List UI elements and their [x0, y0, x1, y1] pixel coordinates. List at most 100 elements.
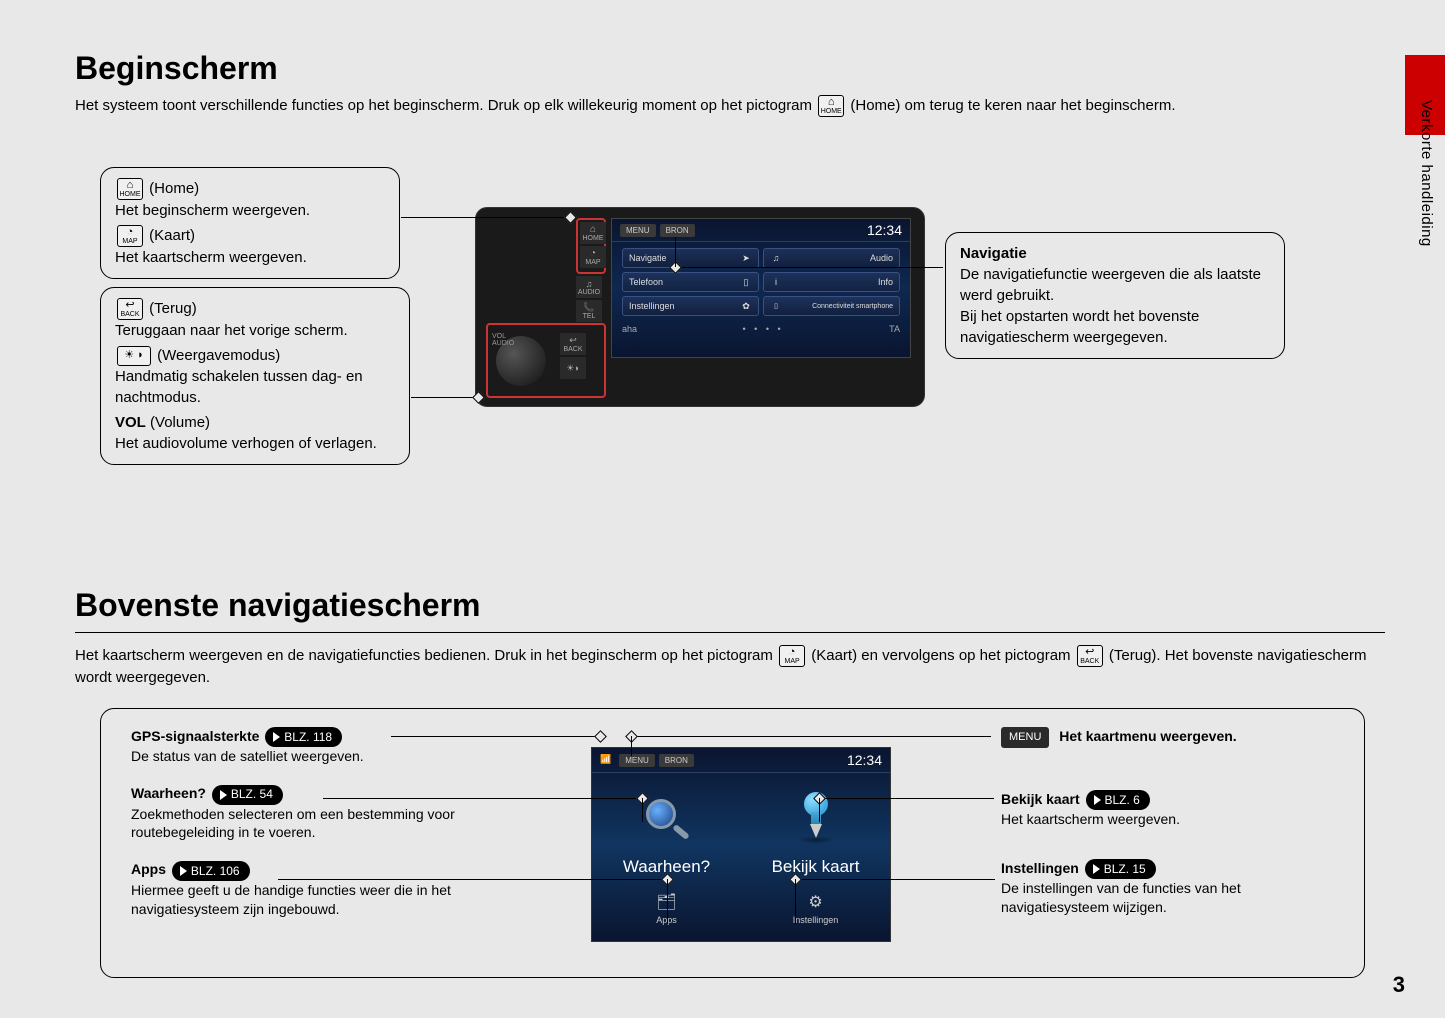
callout-nav-line1: De navigatiefunctie weergeven die als la…	[960, 264, 1270, 306]
home-icon: ⌂ HOME	[818, 95, 844, 117]
back-label: (Terug)	[149, 300, 197, 317]
menu-badge: MENU	[1001, 727, 1049, 748]
display-label: (Weergavemodus)	[157, 347, 280, 364]
device-screen: MENU BRON 12:34 Navigatie➤ ♫Audio Telefo…	[611, 218, 911, 358]
page-ref-pill: BLZ. 118	[265, 727, 342, 747]
home-label: (Home)	[149, 180, 199, 197]
section2-title: Bovenste navigatiescherm	[75, 587, 1385, 624]
map-desc: Het kaartscherm weergeven.	[115, 247, 385, 268]
callout-menu-badge: MENU Het kaartmenu weergeven.	[1001, 727, 1341, 748]
display-desc: Handmatig schakelen tussen dag- en nacht…	[115, 366, 395, 408]
leader-line	[795, 879, 796, 924]
home-desc: Het beginscherm weergeven.	[115, 200, 385, 221]
device-back-button[interactable]: ↩BACK	[560, 333, 586, 355]
device-home-button[interactable]: ⌂HOME	[580, 222, 606, 244]
back-icon: ↩ BACK	[117, 298, 143, 320]
section1-title: Beginscherm	[75, 50, 1385, 87]
display-mode-icon: ☀ ◗	[117, 346, 151, 366]
sub-tile-instellingen[interactable]: ⚙ Instellingen	[776, 891, 856, 925]
page-dots: • • • •	[743, 324, 784, 334]
vol-desc: Het audiovolume verhogen of verlagen.	[115, 433, 395, 454]
screen-clock: 12:34	[867, 222, 902, 238]
intro-text-1: Het systeem toont verschillende functies…	[75, 97, 816, 114]
vol-label: VOLAUDIO	[492, 333, 514, 347]
back-display-stack: ↩BACK ☀◗	[560, 333, 600, 381]
leader-line	[819, 798, 820, 822]
nav-clock: 12:34	[847, 752, 882, 768]
signal-icon: 📶	[600, 754, 611, 767]
leader-line	[675, 237, 676, 267]
menu-item-connectiviteit[interactable]: ▯Connectiviteit smartphone	[763, 296, 900, 316]
callout-bekijk-kaart: Bekijk kaart BLZ. 6 Het kaartscherm weer…	[1001, 790, 1341, 829]
leader-line	[795, 879, 995, 880]
leader-line	[642, 798, 643, 822]
back-icon: ↩ BACK	[1077, 645, 1103, 667]
leader-line	[278, 879, 668, 880]
callout-gps: GPS-signaalsterkte BLZ. 118 De status va…	[131, 727, 531, 766]
page-ref-pill: BLZ. 106	[172, 861, 250, 881]
screen-header: MENU BRON 12:34	[612, 219, 910, 242]
leader-line	[819, 798, 994, 799]
callout-instellingen: Instellingen BLZ. 15 De instellingen van…	[1001, 859, 1341, 917]
nav-screen-header: 📶 MENU BRON 12:34	[592, 748, 890, 773]
menu-item-audio[interactable]: ♫Audio	[763, 248, 900, 268]
leader-line	[631, 736, 991, 737]
section2-intro: Het kaartscherm weergeven en de navigati…	[75, 645, 1385, 688]
infotainment-device: ⌂HOME ◔MAP ♫AUDIO 📞TEL VOLAUDIO ↩BACK ☀◗	[475, 207, 925, 407]
leader-line	[631, 736, 632, 756]
vol-label: (Volume)	[150, 414, 210, 431]
leader-line	[675, 267, 943, 268]
leader-line	[401, 217, 571, 218]
nav-menu-button[interactable]: MENU	[619, 754, 655, 767]
map-icon: ◔ MAP	[117, 225, 143, 247]
vol-back-group: VOLAUDIO ↩BACK ☀◗	[486, 323, 606, 398]
menu-item-info[interactable]: iInfo	[763, 272, 900, 292]
tile-waarheen[interactable]: Waarheen?	[602, 789, 732, 877]
intro-text-2: (Home) om terug te keren naar het begins…	[850, 97, 1175, 114]
callout-nav-title: Navigatie	[960, 245, 1027, 262]
nav-sub-tiles: 🗂 Apps ⚙ Instellingen	[592, 891, 890, 925]
audio-tel-group: ♫AUDIO 📞TEL	[576, 276, 606, 324]
home-menu-grid: Navigatie➤ ♫Audio Telefoon▯ iInfo Instel…	[612, 242, 910, 322]
page-ref-pill: BLZ. 15	[1085, 859, 1156, 879]
nav-figure-box: GPS-signaalsterkte BLZ. 118 De status va…	[100, 708, 1365, 978]
device-display-button[interactable]: ☀◗	[560, 357, 586, 379]
nav-right-callouts: MENU Het kaartmenu weergeven. Bekijk kaa…	[1001, 727, 1341, 935]
vol-bold: VOL	[115, 414, 146, 431]
leader-line	[323, 798, 643, 799]
nav-left-callouts: GPS-signaalsterkte BLZ. 118 De status va…	[131, 727, 531, 936]
tile-bekijk-kaart[interactable]: Bekijk kaart	[751, 789, 881, 877]
device-map-button[interactable]: ◔MAP	[580, 246, 606, 268]
home-icon: ⌂ HOME	[117, 178, 143, 200]
page-content: Beginscherm Het systeem toont verschille…	[75, 50, 1385, 978]
footer-left: aha	[622, 324, 637, 334]
callout-apps: Apps BLZ. 106 Hiermee geeft u de handige…	[131, 860, 531, 918]
back-desc: Teruggaan naar het vorige scherm.	[115, 320, 395, 341]
menu-item-navigatie[interactable]: Navigatie➤	[622, 248, 759, 268]
page-ref-pill: BLZ. 6	[1086, 790, 1150, 810]
leader-line	[667, 879, 668, 924]
section1-intro: Het systeem toont verschillende functies…	[75, 95, 1385, 117]
callout-nav-line2: Bij het opstarten wordt het bovenste nav…	[960, 306, 1270, 348]
device-audio-button[interactable]: ♫AUDIO	[576, 276, 602, 298]
side-section-label: Verkorte handleiding	[1418, 100, 1435, 247]
menu-item-instellingen[interactable]: Instellingen✿	[622, 296, 759, 316]
nav-bron-button[interactable]: BRON	[659, 754, 694, 767]
nav-top-screen: 📶 MENU BRON 12:34 Waarheen?	[591, 747, 891, 942]
home-map-button-group: ⌂HOME ◔MAP	[576, 218, 606, 274]
menu-item-telefoon[interactable]: Telefoon▯	[622, 272, 759, 292]
screen-bron-button[interactable]: BRON	[660, 224, 695, 237]
callout-waarheen: Waarheen? BLZ. 54 Zoekmethoden selectere…	[131, 784, 531, 842]
device-button-panel: ⌂HOME ◔MAP ♫AUDIO 📞TEL VOLAUDIO ↩BACK ☀◗	[486, 218, 606, 398]
screen-menu-button[interactable]: MENU	[620, 224, 656, 237]
screen-footer: aha • • • • TA	[612, 322, 910, 336]
footer-right: TA	[889, 324, 900, 334]
map-icon: ◔ MAP	[779, 645, 805, 667]
nav-main-tiles: Waarheen? Bekijk kaart	[592, 789, 890, 877]
leader-line	[391, 736, 601, 737]
section1-figure-area: ⌂ HOME (Home) Het beginscherm weergeven.…	[75, 137, 1385, 557]
callout-navigatie: Navigatie De navigatiefunctie weergeven …	[945, 232, 1285, 359]
device-tel-button[interactable]: 📞TEL	[576, 300, 602, 322]
page-number: 3	[1393, 972, 1405, 998]
callout-back-vol: ↩ BACK (Terug) Teruggaan naar het vorige…	[100, 287, 410, 465]
